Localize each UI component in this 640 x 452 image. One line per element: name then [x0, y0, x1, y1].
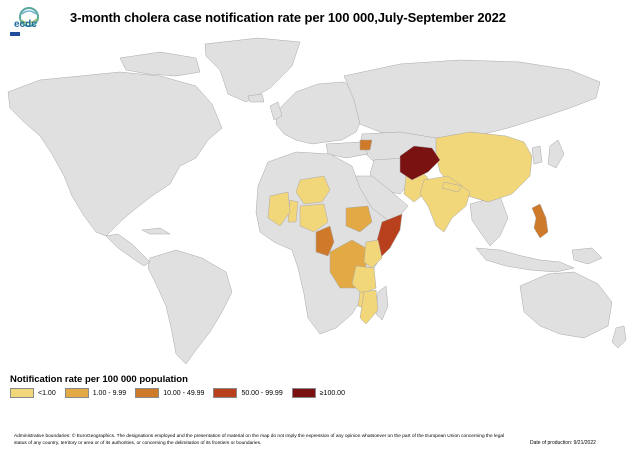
country-nepal	[441, 181, 463, 193]
country-japan	[547, 139, 565, 169]
legend-label-50-99: 50.00 - 99.99	[241, 389, 283, 397]
country-niger	[295, 175, 331, 205]
country-north-america	[7, 71, 223, 237]
world-map	[0, 36, 640, 366]
country-south-america	[147, 249, 233, 365]
country-iceland	[247, 93, 265, 103]
country-philippines	[531, 203, 549, 239]
country-turkey	[325, 141, 369, 159]
ecdc-logo-graphic: ecdc	[10, 7, 39, 39]
country-benin	[287, 199, 299, 223]
legend-title: Notification rate per 100 000 population	[10, 374, 188, 385]
map-title: 3-month cholera case notification rate p…	[70, 10, 506, 25]
ecdc-logo: ecdc	[6, 4, 50, 42]
country-kenya	[363, 239, 383, 269]
country-arctic-islands	[119, 51, 201, 77]
country-cameroon	[315, 225, 335, 257]
legend-item-lt1: <1.00	[10, 388, 56, 398]
country-europe	[275, 81, 365, 145]
country-australia	[519, 271, 613, 339]
legend-swatch-1-9	[64, 388, 89, 398]
legend-swatch-50-99	[213, 388, 238, 398]
legend-label-1-9: 1.00 - 9.99	[92, 389, 127, 397]
legend-swatch-gte100	[291, 388, 316, 398]
legend-label-gte100: ≥100.00	[319, 389, 345, 397]
country-nigeria	[299, 203, 329, 233]
legend-swatch-lt1	[10, 388, 34, 398]
production-date: Date of production: 9/21/2022	[530, 440, 596, 446]
country-russia	[343, 59, 601, 141]
country-afghanistan	[399, 145, 441, 181]
legend-item-1-9: 1.00 - 9.99	[64, 388, 127, 398]
country-southeast-asia	[469, 195, 509, 247]
country-papua	[571, 247, 603, 265]
country-syria	[359, 139, 373, 151]
legend-item-50-99: 50.00 - 99.99	[213, 388, 283, 398]
legend-label-lt1: <1.00	[38, 389, 56, 397]
legend-label-10-49: 10.00 - 49.99	[163, 389, 205, 397]
country-indonesia	[475, 247, 575, 273]
legend: <1.00 1.00 - 9.99 10.00 - 49.99 50.00 - …	[10, 387, 354, 399]
country-mozambique	[359, 289, 379, 325]
country-korea	[531, 145, 543, 165]
country-new-zealand	[611, 325, 627, 349]
legend-swatch-10-49	[135, 388, 160, 398]
legend-item-gte100: ≥100.00	[291, 388, 345, 398]
svg-text:ecdc: ecdc	[14, 19, 37, 30]
country-uk	[269, 101, 283, 121]
boundaries-disclaimer: Administrative boundaries: © EuroGeograp…	[14, 434, 505, 446]
country-west-africa-other	[267, 191, 291, 227]
country-cuba	[141, 227, 171, 235]
country-south-sudan	[345, 205, 373, 233]
legend-item-10-49: 10.00 - 49.99	[135, 388, 204, 398]
